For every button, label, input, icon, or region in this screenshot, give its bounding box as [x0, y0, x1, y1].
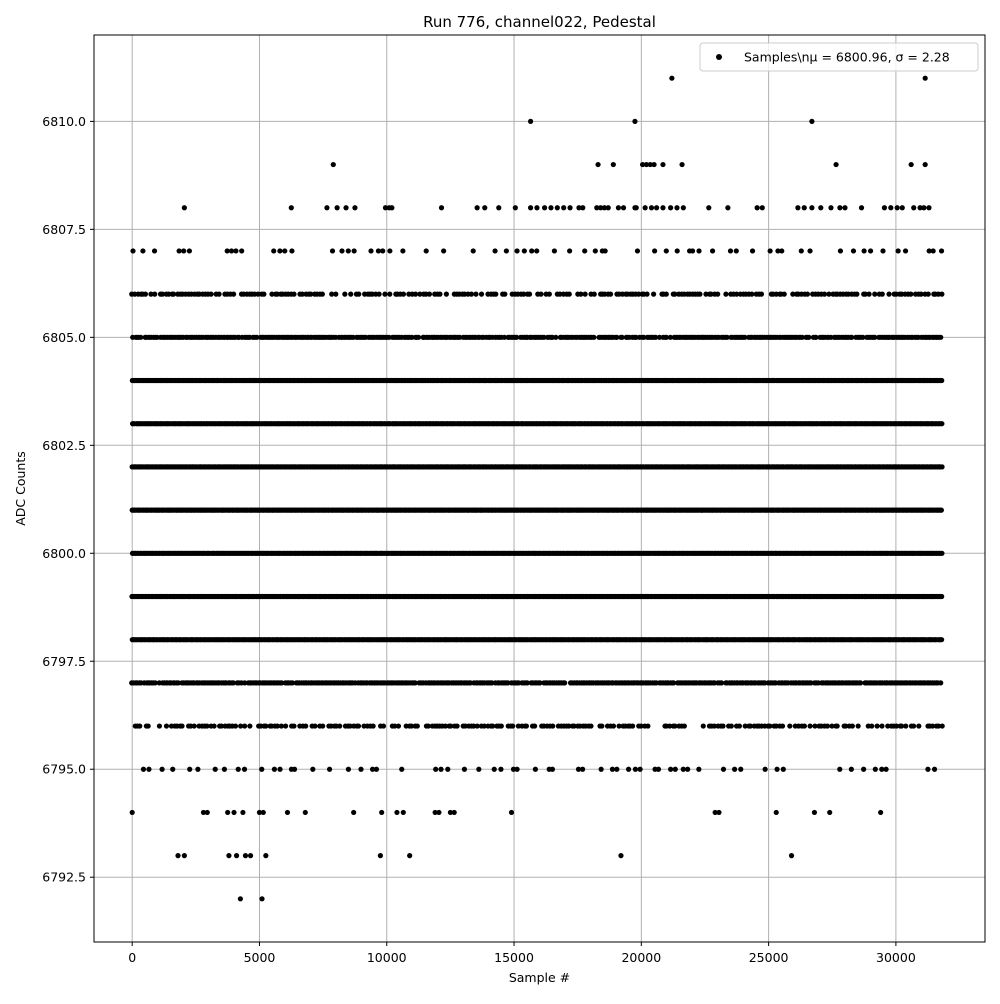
sample-point: [938, 680, 943, 685]
sample-point: [858, 680, 863, 685]
sample-point: [939, 594, 944, 599]
sample-point: [939, 508, 944, 513]
sample-point: [562, 680, 567, 685]
sample-point: [939, 378, 944, 383]
sample-point: [939, 464, 944, 469]
sample-point: [939, 637, 944, 642]
sample-point: [939, 421, 944, 426]
sample-point: [939, 551, 944, 556]
